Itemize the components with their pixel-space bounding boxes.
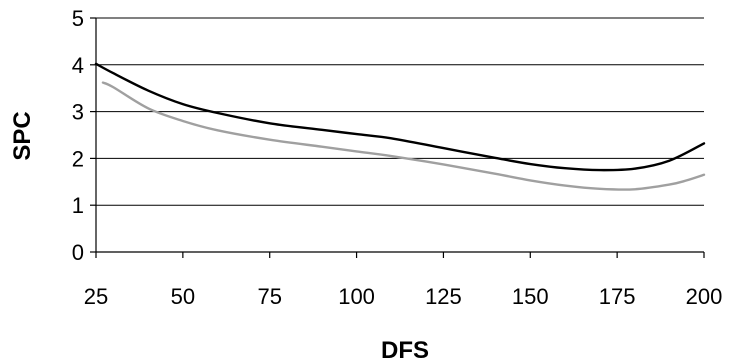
- y-tick-label-2: 2: [72, 146, 84, 171]
- x-tick-label-50: 50: [171, 284, 195, 309]
- x-tick-label-100: 100: [338, 284, 375, 309]
- series-layer: [94, 62, 706, 191]
- y-tick-label-5: 5: [72, 6, 84, 31]
- y-tick-label-4: 4: [72, 53, 84, 78]
- y-axis-title: SPC: [9, 111, 36, 160]
- x-tick-label-75: 75: [257, 284, 281, 309]
- tick-labels: 0 1 2 3 4 5 25 50 75 100 125 150 175 200: [72, 6, 723, 309]
- x-tick-label-25: 25: [84, 284, 108, 309]
- series-line-2: [101, 81, 706, 191]
- gridlines: [96, 17, 704, 206]
- x-axis-title: DFS: [381, 337, 429, 364]
- y-tick-label-0: 0: [72, 240, 84, 265]
- series-line-1: [94, 62, 706, 172]
- x-tick-label-175: 175: [599, 284, 636, 309]
- x-tick-label-150: 150: [512, 284, 549, 309]
- x-tick-label-200: 200: [686, 284, 723, 309]
- axes: [90, 17, 705, 258]
- y-tick-label-3: 3: [72, 100, 84, 125]
- x-tick-label-125: 125: [425, 284, 462, 309]
- y-tick-label-1: 1: [72, 193, 84, 218]
